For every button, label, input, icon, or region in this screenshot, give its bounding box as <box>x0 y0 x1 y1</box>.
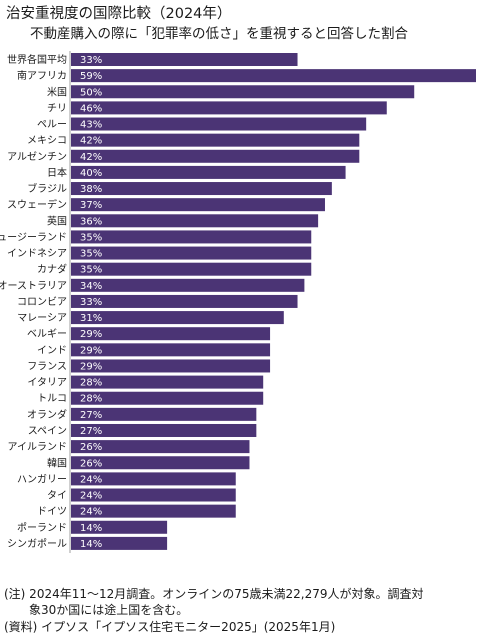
chart-title: 治安重視度の国際比較（2024年） <box>6 6 232 22</box>
bar <box>71 149 360 163</box>
bar <box>71 230 312 244</box>
category-label: ブラジル <box>27 182 67 195</box>
category-label: 日本 <box>47 166 67 179</box>
data-label: 31% <box>80 313 102 324</box>
data-label: 38% <box>80 184 102 195</box>
bar <box>71 117 367 131</box>
bar <box>71 133 360 147</box>
data-label: 14% <box>80 539 102 550</box>
data-label: 43% <box>80 120 102 131</box>
category-label: アイルランド <box>8 441 68 453</box>
data-label: 33% <box>80 297 102 308</box>
data-label: 24% <box>80 507 102 518</box>
category-label: メキシコ <box>27 136 67 147</box>
bar <box>71 407 257 421</box>
bar <box>71 214 319 228</box>
bar <box>71 85 415 99</box>
bar <box>71 504 236 518</box>
category-label: トルコ <box>37 394 67 405</box>
bar <box>71 391 264 405</box>
data-label: 29% <box>80 345 102 356</box>
data-label: 14% <box>80 523 102 534</box>
data-label: 28% <box>80 394 102 405</box>
data-label: 26% <box>80 442 102 453</box>
bar <box>71 375 264 389</box>
data-label: 26% <box>80 458 102 469</box>
data-label: 35% <box>80 249 102 260</box>
bar <box>71 262 312 276</box>
category-label: 米国 <box>47 85 67 98</box>
bar-chart: 世界各国平均 33% 南アフリカ 59% 米国 50% チリ 46% ペルー 43% メキシコ 42%… <box>0 51 476 554</box>
bar <box>71 182 332 196</box>
footnote-line-1: (注) 2024年11～12月調査。オンラインの75歳未満22,279人が対象。… <box>4 587 424 601</box>
source-note: (資料) イプソス「イプソス住宅モニター2025」(2025年1月) <box>4 620 336 634</box>
category-label: タイ <box>47 490 67 502</box>
category-label: カナダ <box>37 263 67 276</box>
data-label: 50% <box>80 87 102 98</box>
data-label: 28% <box>80 378 102 389</box>
data-label: 35% <box>80 265 102 276</box>
category-label: ドイツ <box>37 507 67 518</box>
category-label: コロンビア <box>17 296 67 308</box>
category-label: ポーランド <box>17 522 67 534</box>
data-label: 27% <box>80 410 102 421</box>
bar <box>71 488 236 502</box>
category-label: インドネシア <box>7 248 67 260</box>
category-label: 世界各国平均 <box>7 53 67 66</box>
category-label: 南アフリカ <box>17 69 67 82</box>
bar <box>71 246 312 260</box>
category-label: ペルー <box>37 120 67 131</box>
data-label: 40% <box>80 168 102 179</box>
data-label: 29% <box>80 361 102 372</box>
data-label: 46% <box>80 103 102 114</box>
category-label: アルゼンチン <box>7 151 67 163</box>
category-label: スペイン <box>28 426 67 437</box>
category-label: オランダ <box>27 408 67 421</box>
bar <box>71 423 257 437</box>
bar <box>71 440 250 454</box>
bar <box>71 69 476 83</box>
data-label: 24% <box>80 474 102 485</box>
bar <box>71 327 271 341</box>
category-label: オーストラリア <box>0 280 67 292</box>
category-label: イタリア <box>27 377 67 389</box>
bar <box>71 343 271 357</box>
data-label: 27% <box>80 426 102 437</box>
bar <box>71 472 236 486</box>
data-label: 37% <box>80 200 102 211</box>
category-label: フランス <box>27 360 67 372</box>
bar <box>71 311 284 325</box>
data-label: 36% <box>80 216 102 227</box>
bar <box>71 53 298 66</box>
bar <box>71 456 250 470</box>
bar <box>71 294 298 308</box>
data-label: 42% <box>80 152 102 163</box>
category-label: ニュージーランド <box>0 231 67 243</box>
footnote-line-2: 象30か国には途上国を含む。 <box>29 603 189 617</box>
bar <box>71 198 325 212</box>
category-label: マレーシア <box>17 313 67 324</box>
data-label: 42% <box>80 136 102 147</box>
chart-subtitle: 不動産購入の際に「犯罪率の低さ」を重視すると回答した割合 <box>30 26 408 42</box>
bar <box>71 536 168 550</box>
data-label: 29% <box>80 329 102 340</box>
category-label: 英国 <box>47 214 67 227</box>
category-label: インド <box>37 345 67 356</box>
data-label: 33% <box>80 55 102 66</box>
category-label: ハンガリー <box>17 473 67 485</box>
data-label: 24% <box>80 491 102 502</box>
category-label: スウェーデン <box>7 198 67 211</box>
data-label: 59% <box>80 71 102 82</box>
category-label: チリ <box>47 102 67 114</box>
data-label: 34% <box>80 281 102 292</box>
data-label: 35% <box>80 232 102 243</box>
bar <box>71 101 387 115</box>
bar <box>71 278 305 292</box>
category-label: ベルギー <box>27 328 67 340</box>
category-label: シンガポール <box>7 538 67 550</box>
bar <box>71 520 168 534</box>
bar <box>71 165 346 179</box>
bar <box>71 359 271 373</box>
category-label: 韓国 <box>47 457 67 469</box>
